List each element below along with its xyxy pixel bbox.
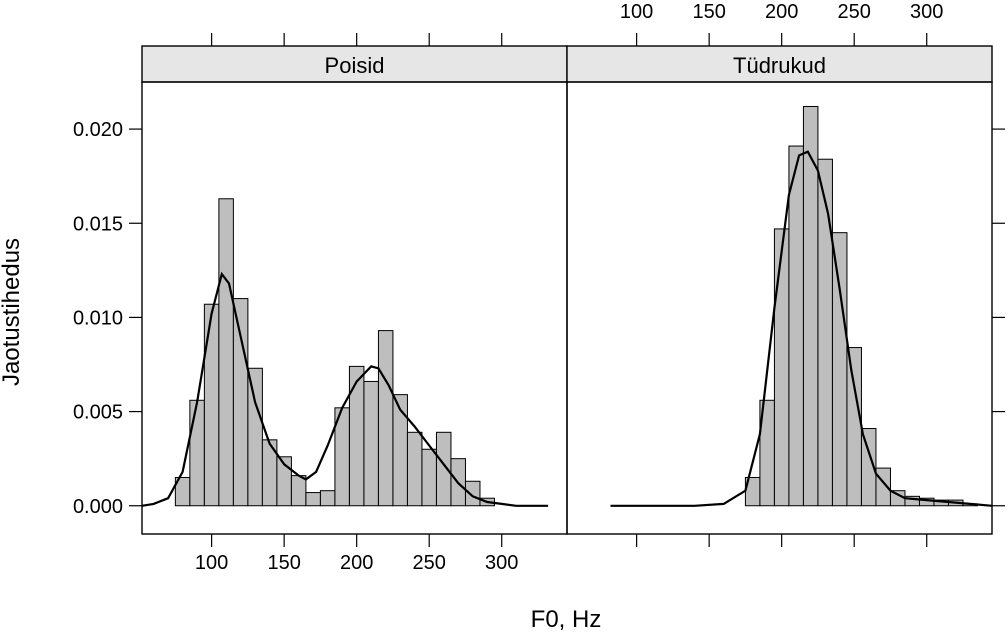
strip-poisid: [141, 45, 568, 83]
bar-t-drukud: [817, 158, 833, 507]
bar-poisid: [218, 198, 234, 507]
y-axis-title: Jaotustihedus: [0, 238, 25, 386]
x-axis-title: F0, Hz: [531, 606, 602, 633]
bar-poisid: [319, 490, 336, 507]
x-tick-label-top: 200: [765, 1, 798, 23]
bar-poisid: [203, 303, 220, 507]
bar-t-drukud: [788, 145, 804, 507]
bar-t-drukud: [846, 347, 862, 507]
bar-poisid: [290, 475, 307, 507]
bar-poisid: [189, 399, 205, 507]
bar-poisid: [406, 431, 423, 507]
bar-poisid: [247, 367, 263, 507]
y-tick-label: 0.020: [73, 119, 123, 141]
bar-poisid: [421, 448, 437, 507]
bar-poisid: [363, 380, 379, 507]
bar-t-drukud: [831, 232, 848, 507]
x-tick-label-top: 250: [838, 1, 871, 23]
bar-poisid: [232, 298, 249, 507]
density-line-poisid: [141, 271, 549, 507]
x-tick-label-bottom: 200: [340, 552, 373, 574]
bar-poisid: [348, 365, 365, 507]
bar-poisid: [377, 330, 394, 507]
x-tick-label-bottom: 300: [485, 552, 518, 574]
bar-t-drukud: [773, 228, 790, 507]
bar-t-drukud: [860, 428, 877, 507]
density-line-t-drukud: [610, 150, 993, 507]
x-tick-label-top: 100: [620, 1, 653, 23]
bar-poisid: [435, 431, 452, 507]
x-tick-label-bottom: 100: [195, 552, 228, 574]
bar-poisid: [305, 492, 321, 507]
y-tick-label: 0.005: [73, 402, 123, 424]
x-tick-label-top: 300: [910, 1, 943, 23]
y-tick-label: 0.010: [73, 307, 123, 329]
bar-poisid: [464, 480, 481, 507]
strip-label-t-drukud: Tüdrukud: [733, 53, 826, 78]
x-tick-label-bottom: 150: [267, 552, 300, 574]
panel-frame-t-drukud: [566, 81, 993, 535]
x-tick-label-top: 150: [692, 1, 725, 23]
y-tick-label: 0.000: [73, 496, 123, 518]
strip-label-poisid: Poisid: [325, 53, 385, 78]
y-tick-label: 0.015: [73, 213, 123, 235]
x-tick-label-bottom: 250: [413, 552, 446, 574]
strip-t-drukud: [566, 45, 993, 83]
